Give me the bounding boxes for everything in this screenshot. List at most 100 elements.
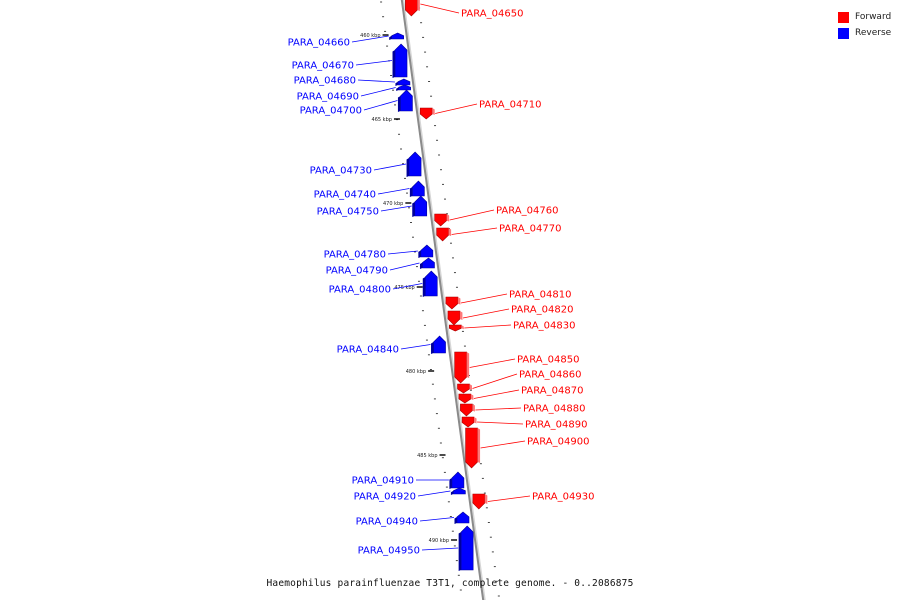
gene-label[interactable]: PARA_04690 [297, 92, 359, 103]
gene-arrow[interactable] [454, 351, 467, 384]
gene-para-04660[interactable] [389, 32, 404, 40]
gene-para-04850[interactable] [454, 351, 470, 384]
legend-reverse-label: Reverse [855, 28, 892, 38]
gene-label[interactable]: PARA_04670 [292, 61, 354, 72]
gene-label[interactable]: PARA_04860 [519, 370, 581, 381]
gene-arrow[interactable] [412, 180, 425, 197]
gene-arrow[interactable] [394, 43, 408, 78]
gene-label[interactable]: PARA_04710 [479, 100, 541, 111]
gene-arrow[interactable] [447, 310, 461, 326]
gene-arrow[interactable] [453, 487, 466, 495]
gene-arrow[interactable] [391, 32, 404, 40]
gene-label[interactable]: PARA_04950 [358, 546, 420, 557]
gene-arrow[interactable] [400, 89, 413, 112]
gene-arrow[interactable] [433, 335, 446, 354]
gene-para-04740[interactable] [409, 180, 425, 197]
gene-label[interactable]: PARA_04800 [329, 285, 391, 296]
gene-arrow[interactable] [457, 383, 470, 394]
gene-arrow-side [449, 478, 452, 489]
gene-label[interactable]: PARA_04850 [517, 355, 579, 366]
gene-label[interactable]: PARA_04740 [314, 190, 376, 201]
gene-arrow[interactable] [472, 493, 486, 510]
gene-arrow[interactable] [414, 195, 428, 217]
gene-arrow[interactable] [398, 84, 411, 91]
gene-arrow[interactable] [424, 270, 438, 297]
gene-label[interactable]: PARA_04650 [461, 9, 523, 20]
gene-para-04950[interactable] [458, 525, 474, 571]
gene-arrow[interactable] [445, 296, 459, 310]
gene-para-04760[interactable] [434, 213, 450, 227]
gene-para-04940[interactable] [454, 511, 470, 524]
gene-label[interactable]: PARA_04750 [317, 207, 379, 218]
gene-label[interactable]: PARA_04760 [496, 206, 558, 217]
gene-para-04650[interactable] [405, 0, 420, 17]
gene-arrow[interactable] [448, 324, 462, 332]
gene-label[interactable]: PARA_04810 [509, 290, 571, 301]
gene-para-04930[interactable] [472, 493, 488, 510]
gene-arrow[interactable] [458, 393, 472, 404]
gene-para-04830[interactable] [448, 324, 464, 332]
gene-arrow[interactable] [397, 78, 411, 86]
gene-para-04900[interactable] [465, 427, 481, 469]
gene-label[interactable]: PARA_04790 [326, 266, 388, 277]
leader-line [472, 373, 518, 389]
gene-arrow[interactable] [465, 427, 478, 469]
gene-label[interactable]: PARA_04870 [521, 386, 583, 397]
gene-para-04800[interactable] [422, 270, 438, 297]
gene-arrow-side [432, 108, 435, 116]
gene-label[interactable]: PARA_04820 [511, 305, 573, 316]
gene-arrow[interactable] [460, 403, 473, 417]
gene-para-04920[interactable] [450, 487, 466, 495]
gene-label[interactable]: PARA_04910 [352, 476, 414, 487]
gene-arrow[interactable] [422, 257, 435, 269]
gene-arrow[interactable] [461, 416, 475, 428]
gene-label[interactable]: PARA_04700 [300, 106, 362, 117]
gene-arrow[interactable] [405, 0, 418, 17]
gene-arrow[interactable] [420, 244, 434, 258]
gene-para-04790[interactable] [419, 257, 435, 269]
gene-para-04690[interactable] [396, 84, 411, 91]
gene-label[interactable]: PARA_04660 [288, 38, 350, 49]
gene-para-04840[interactable] [431, 335, 446, 354]
gene-label[interactable]: PARA_04770 [499, 224, 561, 235]
gene-arrow-side [422, 277, 426, 297]
gene-para-04780[interactable] [418, 244, 434, 258]
gene-para-04820[interactable] [447, 310, 463, 326]
gene-para-04750[interactable] [412, 195, 428, 217]
gene-para-04700[interactable] [397, 89, 413, 112]
gene-para-04870[interactable] [458, 393, 474, 404]
gene-label[interactable]: PARA_04880 [523, 404, 585, 415]
gene-label[interactable]: PARA_04830 [513, 321, 575, 332]
forward-swatch [838, 11, 849, 23]
gene-label[interactable]: PARA_04930 [532, 492, 594, 503]
gene-arrow-side [389, 35, 392, 40]
gene-arrow[interactable] [451, 471, 465, 489]
gene-arrow[interactable] [408, 151, 422, 177]
gene-para-04770[interactable] [436, 227, 452, 242]
gene-label[interactable]: PARA_04940 [356, 517, 418, 528]
gene-para-04890[interactable] [461, 416, 477, 428]
gene-para-04880[interactable] [460, 403, 475, 417]
gene-arrow[interactable] [436, 227, 449, 242]
gene-arrow-side [418, 250, 421, 258]
gene-para-04860[interactable] [457, 383, 473, 394]
gene-arrow[interactable] [456, 511, 470, 524]
gene-para-04680[interactable] [395, 78, 411, 86]
gene-arrow-side [392, 50, 396, 78]
gene-label[interactable]: PARA_04840 [337, 345, 399, 356]
gene-arrow[interactable] [434, 213, 447, 227]
gene-para-04730[interactable] [406, 151, 422, 177]
gene-label[interactable]: PARA_04730 [310, 166, 372, 177]
gene-arrow-side [459, 311, 463, 320]
gene-label[interactable]: PARA_04920 [354, 492, 416, 503]
gene-arrow[interactable] [460, 525, 474, 571]
gene-para-04910[interactable] [449, 471, 465, 489]
gene-label[interactable]: PARA_04900 [527, 437, 589, 448]
gene-label[interactable]: PARA_04680 [294, 76, 356, 87]
gene-arrow[interactable] [419, 107, 433, 120]
gene-label[interactable]: PARA_04890 [525, 420, 587, 431]
gene-para-04710[interactable] [419, 107, 435, 120]
gene-label[interactable]: PARA_04780 [324, 250, 386, 261]
gene-para-04670[interactable] [392, 43, 408, 78]
gene-para-04810[interactable] [445, 296, 461, 310]
